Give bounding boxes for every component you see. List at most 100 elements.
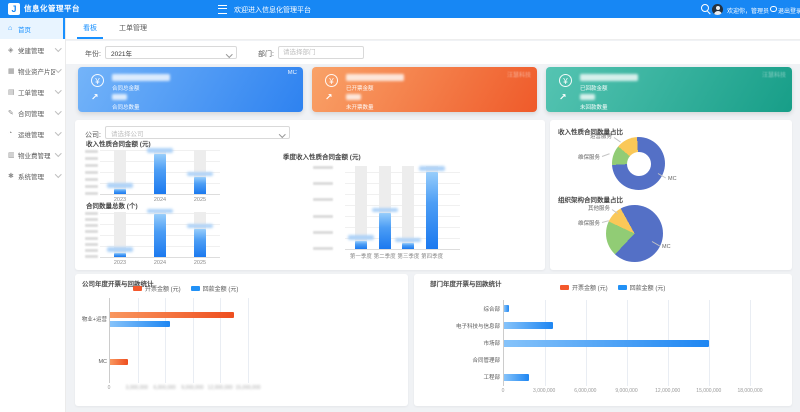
bar-fill — [114, 188, 126, 194]
bar-回款金额 (元) — [504, 339, 709, 347]
x-axis-tick: 12,000,000 — [207, 385, 233, 391]
value-label-redacted — [187, 171, 213, 177]
y-axis-categories: 物业+运营 MC — [77, 298, 107, 383]
y-tick-redacted — [85, 224, 98, 228]
logo-icon: J — [8, 3, 20, 15]
gridline — [192, 298, 194, 383]
bar-开票金额 (元) — [110, 311, 235, 318]
x-axis-tick: 15,000,000 — [235, 385, 261, 391]
gridline — [137, 298, 139, 383]
y-tick-redacted — [85, 212, 98, 215]
bar-charts-panel: 公司: 请选择公司 收入性质合同金额 (元) 2023 2024 2025 合同数量… — [75, 120, 545, 270]
chevron-down-icon — [54, 171, 61, 178]
logout-icon[interactable] — [770, 5, 777, 12]
building-icon: ▦ — [8, 67, 15, 75]
y-axis-category: 电子科技与信息部 — [455, 323, 500, 330]
bar-row-综合部 — [504, 300, 750, 317]
x-axis-tick: 6,000,000 — [153, 385, 176, 391]
slice-label: 维保服务 — [577, 155, 600, 161]
chart-income-amount: 收入性质合同金额 (元) 2023 2024 2025 — [85, 138, 236, 204]
user-greeting: 欢迎你，管理员 — [727, 8, 770, 15]
chevron-down-icon — [54, 66, 61, 73]
stat-card-invoiced: 汪慧科技 ¥ 已开票金额 ↗ 未开票数量 — [312, 67, 537, 112]
app-header: J 信息化管理平台 欢迎进入信息化管理平台 欢迎你，管理员 退出登录 — [0, 0, 800, 18]
value-label-redacted — [107, 247, 133, 252]
y-tick-redacted — [313, 198, 333, 202]
bar-第三季度 — [395, 166, 422, 249]
bar-row-物业+运营 — [110, 298, 248, 341]
sidebar-item-物业费管理[interactable]: ▥ 物业费管理 — [0, 144, 65, 165]
value-label-redacted — [371, 207, 398, 213]
x-axis-categories: 2023 2024 2025 — [100, 260, 220, 266]
sidebar-item-工单管理[interactable]: ▤ 工单管理 — [0, 81, 65, 102]
company-select-placeholder: 请选择公司 — [111, 130, 144, 138]
sidebar-item-系统管理[interactable]: ✱ 系统管理 — [0, 165, 65, 186]
bar-fill — [402, 243, 415, 249]
sidebar-item-首页[interactable]: ⌂ 首页 — [0, 18, 65, 39]
stat-card-repaid: 汪慧科技 ¥ 已回款金额 ↗ 未回款数量 — [546, 67, 792, 112]
year-select-value: 2021年 — [111, 50, 132, 58]
y-tick-redacted — [85, 242, 98, 246]
chart-contract-count: 合同数量总数 (个) 2023 2024 2025 — [85, 200, 236, 266]
y-tick-redacted — [85, 192, 98, 195]
tab-看板[interactable]: 看板 — [77, 18, 103, 39]
flag-icon: ◈ — [8, 46, 14, 54]
bar-开票金额 (元) — [110, 358, 129, 365]
year-filter-label: 年份: — [85, 51, 101, 58]
sidebar-item-物业资产片区管理[interactable]: ▦物业资产片区管理 — [0, 60, 65, 81]
company-select[interactable]: 请选择公司 — [105, 126, 290, 139]
trend-arrow-icon: ↗ — [559, 92, 567, 102]
bar-rows — [504, 300, 750, 386]
y-tick-redacted — [85, 248, 98, 252]
gridline — [248, 298, 249, 383]
plot-area — [100, 208, 220, 258]
logout-button[interactable]: 退出登录 — [778, 8, 800, 15]
sidebar-item-label: 物业资产片区管理 — [18, 68, 55, 76]
y-tick-redacted — [85, 150, 98, 153]
chart-title: 收入性质合同金额 (元) — [86, 141, 151, 148]
y-tick-redacted — [313, 166, 333, 169]
sidebar-item-label: 首页 — [18, 26, 31, 34]
department-input[interactable] — [278, 46, 364, 59]
x-axis-tick: 15,000,000 — [696, 388, 722, 394]
x-axis-tick: 0 — [501, 388, 505, 394]
x-axis-tick: 3,000,000 — [533, 388, 556, 394]
avatar[interactable] — [712, 3, 723, 15]
y-tick-redacted — [313, 182, 333, 186]
x-axis-ticks: 0 3,000,000 6,000,000 9,000,000 12,000,000 15… — [501, 388, 763, 396]
year-select[interactable]: 2021年 — [105, 46, 237, 59]
bar-第一季度 — [347, 166, 374, 249]
y-tick-redacted — [85, 157, 98, 160]
sidebar-item-合同管理[interactable]: ✎ 合同管理 — [0, 102, 65, 123]
x-axis-tick: 12,000,000 — [655, 388, 681, 394]
chart-dept-compare: 部门年度开票与回款统计 开票金额 (元) 回款金额 (元) 综合部 电子科技与信息… — [414, 274, 792, 406]
sidebar-item-党建管理[interactable]: ◈ 党建管理 — [0, 39, 65, 60]
sidebar-item-label: 党建管理 — [18, 47, 44, 55]
y-tick-redacted — [85, 236, 98, 240]
bar-fill — [114, 252, 126, 257]
brand-title: 信息化管理平台 — [24, 4, 80, 13]
stat-card-contract-total: MC ¥ 合同总金额 ↗ 合同总数量 — [78, 67, 303, 112]
x-axis-categories: 2023 2024 2025 — [100, 197, 220, 203]
donut-hole — [626, 151, 651, 176]
collapse-menu-icon[interactable] — [218, 5, 227, 14]
tab-工单管理[interactable]: 工单管理 — [119, 24, 147, 32]
axis-category: 2025 — [193, 197, 207, 203]
yen-circle-icon: ¥ — [325, 74, 338, 87]
y-axis-categories: 综合部 电子科技与信息部 市场部 合同管理部 工程部 — [430, 300, 500, 386]
value-label-redacted — [419, 166, 446, 171]
axis-category: 2023 — [113, 260, 127, 266]
plot-area — [109, 298, 249, 383]
bar-fill — [354, 240, 367, 249]
bar-回款金额 (元) — [504, 322, 554, 330]
y-tick-redacted — [85, 178, 98, 181]
sidebar: ⌂首页◈党建管理▦物业资产片区管理▤工单管理✎合同管理◔运维管理▥物业费管理✱系… — [0, 18, 66, 412]
list-icon: ▤ — [8, 88, 15, 96]
legend-label: 开票金额 (元) — [572, 286, 608, 292]
search-icon[interactable] — [701, 4, 709, 12]
sidebar-item-运维管理[interactable]: ◔ 运维管理 — [0, 123, 65, 144]
card-label: 已开票金额 — [346, 86, 374, 92]
legend-item: 开票金额 (元) — [560, 283, 608, 292]
legend-item: 回款金额 (元) — [617, 283, 665, 292]
value-label-redacted — [147, 208, 173, 214]
